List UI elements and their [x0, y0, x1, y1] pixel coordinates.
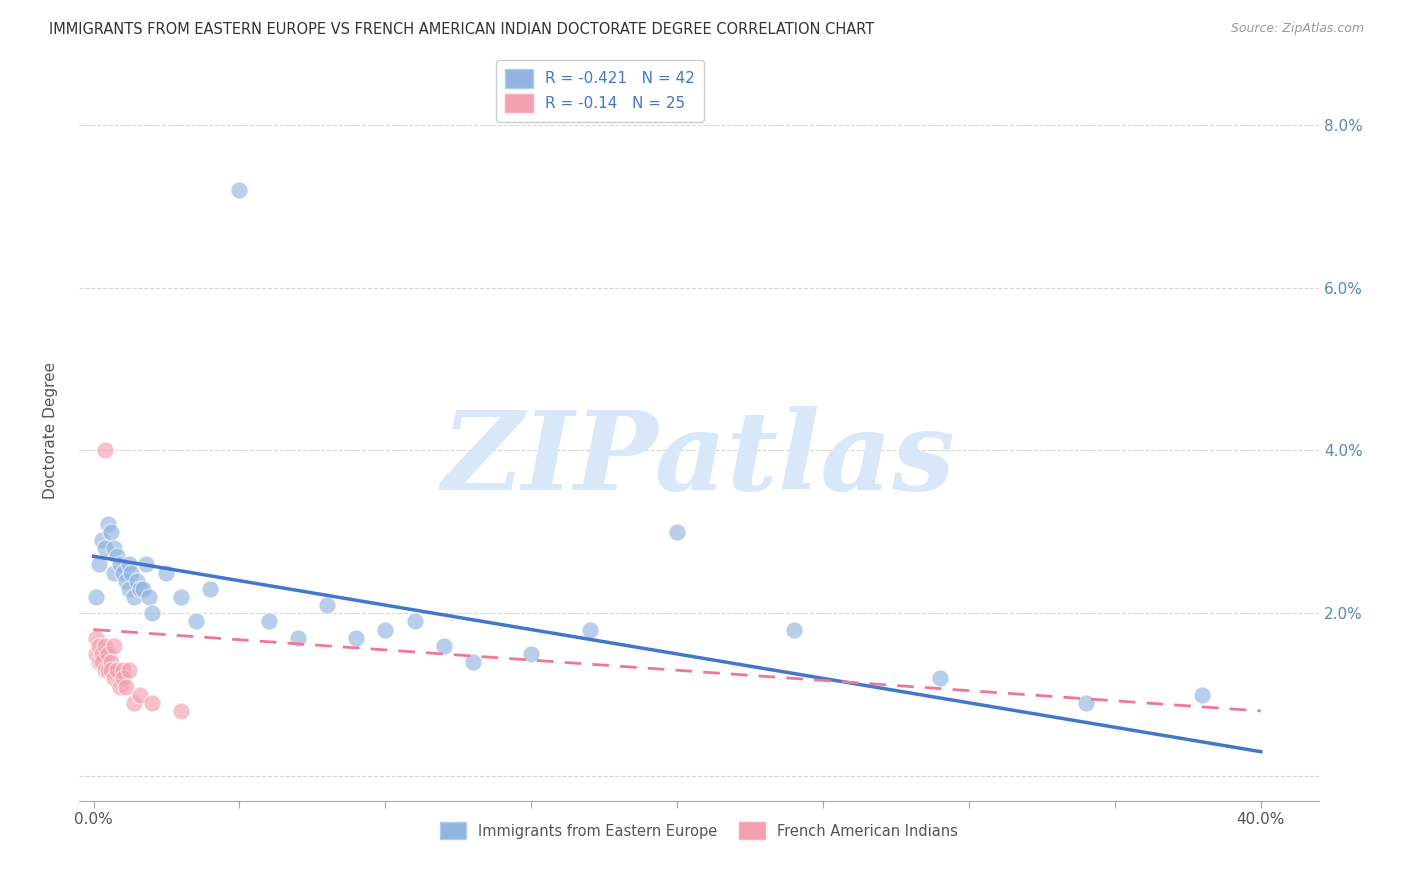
- Point: [127, 574, 149, 588]
- Point: [86, 647, 108, 661]
- Text: IMMIGRANTS FROM EASTERN EUROPE VS FRENCH AMERICAN INDIAN DOCTORATE DEGREE CORREL: IMMIGRANTS FROM EASTERN EUROPE VS FRENCH…: [49, 22, 875, 37]
- Point: [287, 631, 309, 645]
- Point: [117, 582, 139, 596]
- Point: [257, 615, 280, 629]
- Point: [124, 590, 146, 604]
- Point: [155, 566, 177, 580]
- Point: [141, 607, 163, 621]
- Point: [129, 582, 152, 596]
- Point: [114, 680, 136, 694]
- Point: [117, 663, 139, 677]
- Point: [200, 582, 222, 596]
- Point: [97, 647, 120, 661]
- Point: [100, 655, 122, 669]
- Point: [89, 655, 111, 669]
- Point: [103, 672, 125, 686]
- Point: [103, 541, 125, 555]
- Point: [170, 590, 193, 604]
- Point: [132, 582, 155, 596]
- Point: [928, 672, 950, 686]
- Point: [86, 590, 108, 604]
- Point: [86, 631, 108, 645]
- Point: [94, 541, 117, 555]
- Text: ZIPatlas: ZIPatlas: [441, 406, 956, 514]
- Point: [344, 631, 367, 645]
- Point: [520, 647, 543, 661]
- Point: [141, 696, 163, 710]
- Point: [461, 655, 484, 669]
- Point: [228, 183, 250, 197]
- Point: [135, 558, 157, 572]
- Point: [89, 558, 111, 572]
- Point: [117, 558, 139, 572]
- Point: [316, 598, 339, 612]
- Point: [374, 623, 396, 637]
- Point: [94, 663, 117, 677]
- Point: [129, 688, 152, 702]
- Point: [121, 566, 143, 580]
- Point: [97, 663, 120, 677]
- Point: [578, 623, 600, 637]
- Point: [1191, 688, 1213, 702]
- Point: [100, 524, 122, 539]
- Point: [124, 696, 146, 710]
- Y-axis label: Doctorate Degree: Doctorate Degree: [44, 361, 58, 499]
- Point: [111, 672, 134, 686]
- Point: [108, 680, 131, 694]
- Point: [184, 615, 207, 629]
- Point: [111, 663, 134, 677]
- Point: [103, 639, 125, 653]
- Point: [433, 639, 456, 653]
- Point: [89, 639, 111, 653]
- Point: [91, 647, 114, 661]
- Point: [105, 663, 128, 677]
- Legend: Immigrants from Eastern Europe, French American Indians: Immigrants from Eastern Europe, French A…: [434, 816, 963, 845]
- Point: [666, 524, 689, 539]
- Point: [170, 704, 193, 718]
- Point: [94, 443, 117, 458]
- Point: [97, 516, 120, 531]
- Point: [91, 655, 114, 669]
- Point: [105, 549, 128, 564]
- Point: [138, 590, 160, 604]
- Point: [114, 574, 136, 588]
- Point: [103, 566, 125, 580]
- Point: [1074, 696, 1097, 710]
- Point: [108, 558, 131, 572]
- Point: [100, 663, 122, 677]
- Text: Source: ZipAtlas.com: Source: ZipAtlas.com: [1230, 22, 1364, 36]
- Point: [94, 639, 117, 653]
- Point: [91, 533, 114, 547]
- Point: [111, 566, 134, 580]
- Point: [783, 623, 806, 637]
- Point: [404, 615, 426, 629]
